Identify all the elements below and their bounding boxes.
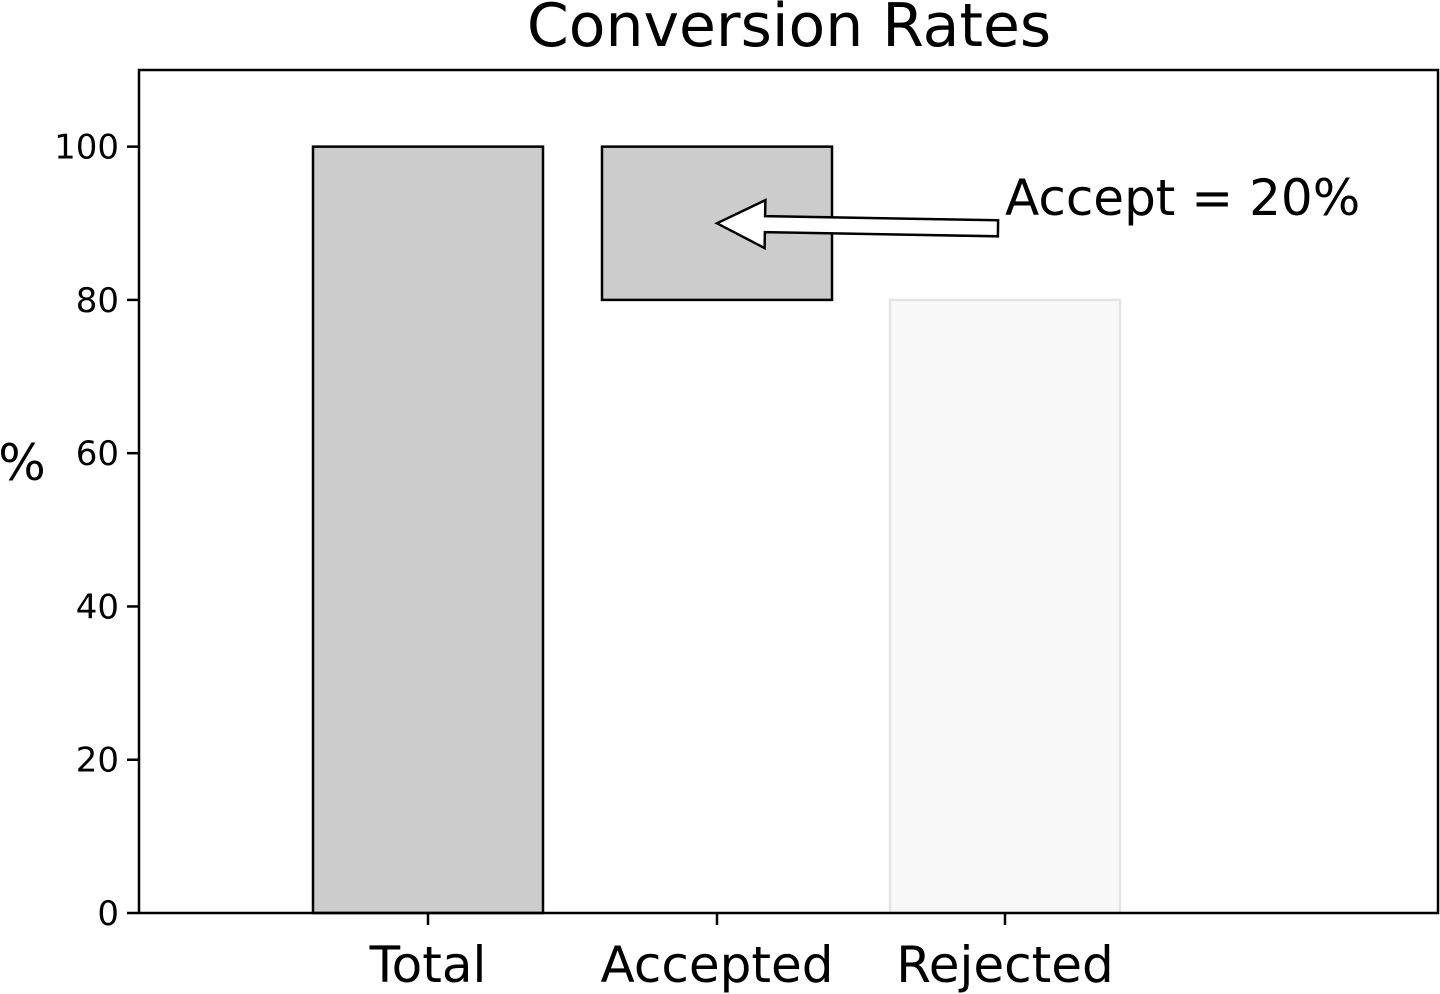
y-tick-label: 20	[76, 741, 119, 781]
y-tick-label: 100	[54, 128, 119, 168]
plot-frame	[137, 68, 1440, 915]
x-tick-label-accepted: Accepted	[601, 936, 834, 994]
y-tick-label: 0	[97, 894, 119, 934]
x-ticks: Total Accepted Rejected	[369, 913, 1114, 994]
y-tick-label: 80	[76, 281, 119, 321]
annotation-arrow	[714, 198, 1000, 251]
x-tick-label-rejected: Rejected	[896, 936, 1114, 994]
annotation-layer: Accept = 20%	[714, 169, 1360, 251]
x-tick-label-total: Total	[369, 936, 487, 994]
y-tick-label: 60	[76, 434, 119, 474]
y-tick-label: 40	[76, 587, 119, 627]
y-ticks: 0 20 40 60 80 100	[54, 128, 139, 934]
y-axis-label: %	[0, 434, 46, 492]
annotation-text: Accept = 20%	[1005, 169, 1360, 227]
bars-layer	[311, 145, 1122, 915]
bar-rejected	[888, 298, 1122, 915]
chart-title: Conversion Rates	[527, 0, 1051, 61]
bar-total	[311, 145, 545, 915]
